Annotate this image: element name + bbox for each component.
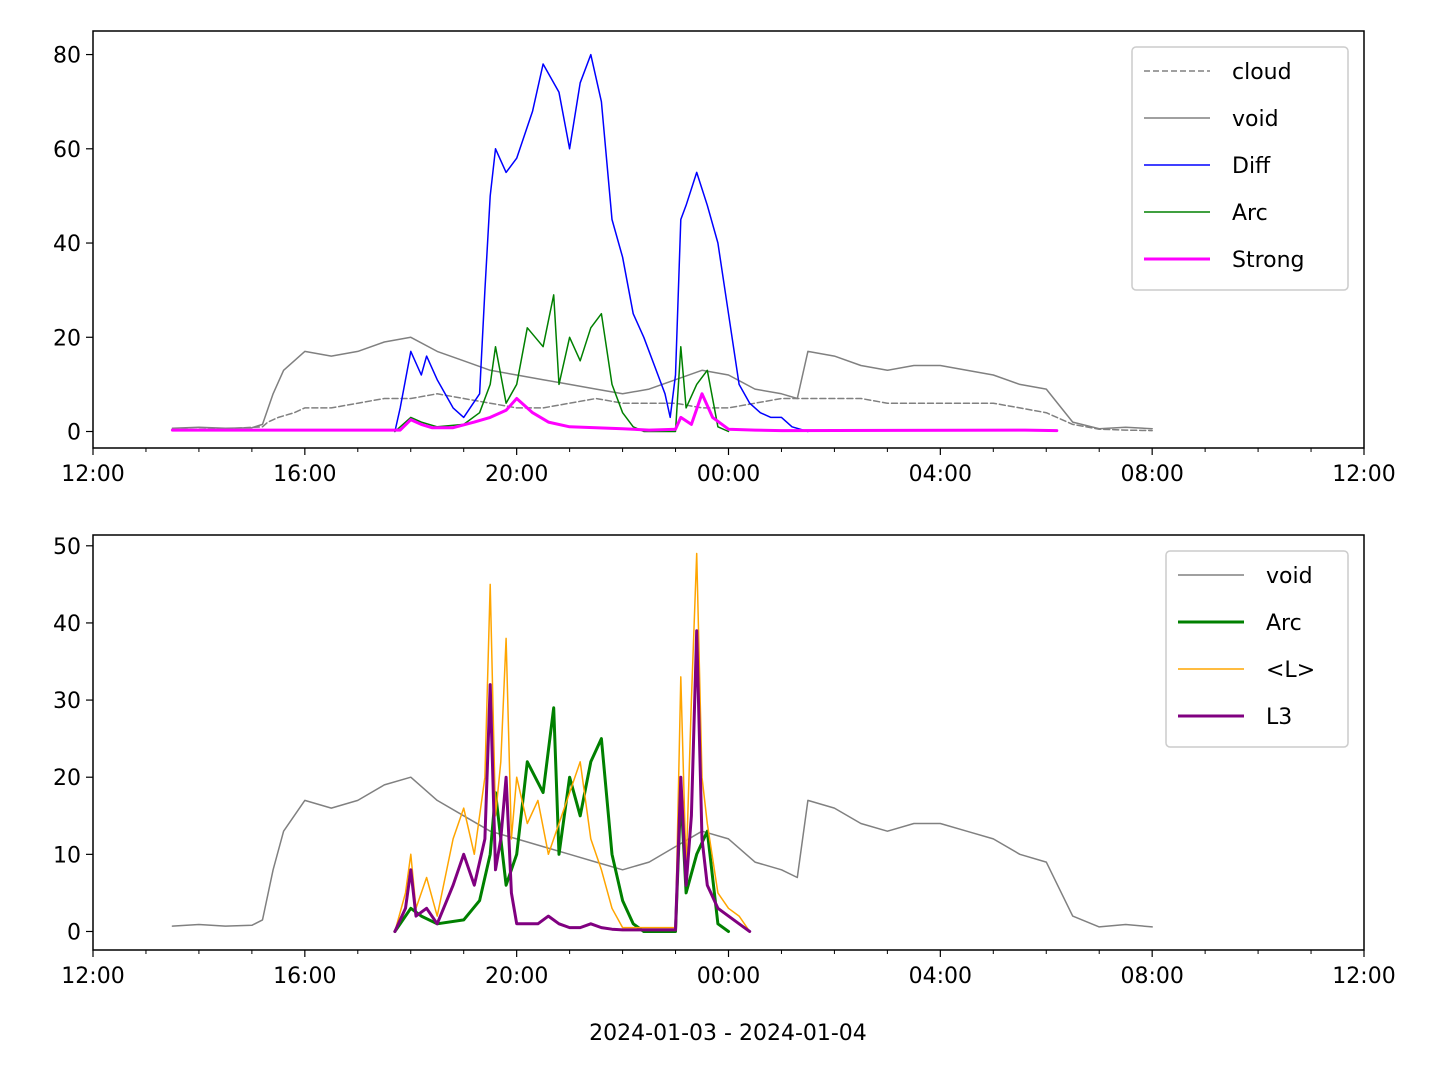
series-line-cloud (171, 393, 1153, 432)
legend-label: void (1232, 107, 1279, 132)
series-line-void (171, 336, 1153, 430)
x-tick-label: 04:00 (909, 462, 972, 487)
legend-label: cloud (1232, 60, 1292, 85)
series-line-strong (170, 392, 1059, 433)
y-tick-label: 50 (53, 535, 81, 560)
chart-top-panel: 12:00 16:00 20:00 00:00 04:00 08:00 12:00 0 20 40… (53, 30, 1396, 487)
legend-label: L3 (1266, 705, 1292, 730)
x-tick-label: 20:00 (485, 462, 548, 487)
x-tick-label: 16:00 (273, 964, 336, 989)
legend-label: Arc (1232, 201, 1268, 226)
legend-label: Diff (1232, 154, 1271, 179)
chart-bottom-panel: 12:00 16:00 20:00 00:00 04:00 08:00 12:00 0 10 20… (53, 534, 1396, 989)
y-tick-label: 60 (53, 138, 81, 163)
x-tick-label: 08:00 (1120, 462, 1183, 487)
y-tick-label: 0 (67, 920, 81, 945)
x-tick-label: 04:00 (909, 964, 972, 989)
series-line-l3 (393, 629, 752, 933)
x-tick-label: 12:00 (1332, 964, 1395, 989)
legend: void Arc <L> L3 (1165, 550, 1349, 748)
legend-label: Arc (1266, 611, 1302, 636)
x-tick-label: 12:00 (61, 462, 124, 487)
legend-label: void (1266, 564, 1313, 589)
series-line-arc (394, 294, 730, 433)
y-tick-label: 40 (53, 612, 81, 637)
legend-label: <L> (1266, 658, 1315, 683)
y-tick-label: 0 (67, 421, 81, 446)
x-tick-label: 20:00 (485, 964, 548, 989)
x-tick-label: 08:00 (1120, 964, 1183, 989)
x-tick-label: 12:00 (1332, 462, 1395, 487)
y-tick-label: 10 (53, 843, 81, 868)
figure-x-axis-label: 2024-01-03 - 2024-01-04 (589, 1021, 867, 1046)
y-tick-label: 20 (53, 326, 81, 351)
y-tick-label: 40 (53, 232, 81, 257)
series-line-diff (394, 53, 809, 433)
x-tick-label: 12:00 (61, 964, 124, 989)
y-tick-label: 30 (53, 689, 81, 714)
y-tick-label: 20 (53, 766, 81, 791)
legend-label: Strong (1232, 248, 1305, 273)
x-tick-label: 00:00 (697, 462, 760, 487)
series-line-l (394, 552, 751, 933)
x-tick-label: 00:00 (697, 964, 760, 989)
y-tick-label: 80 (53, 44, 81, 69)
legend: cloud void Diff Arc Strong (1131, 46, 1349, 291)
series-line-void (171, 776, 1153, 928)
x-tick-label: 16:00 (273, 462, 336, 487)
